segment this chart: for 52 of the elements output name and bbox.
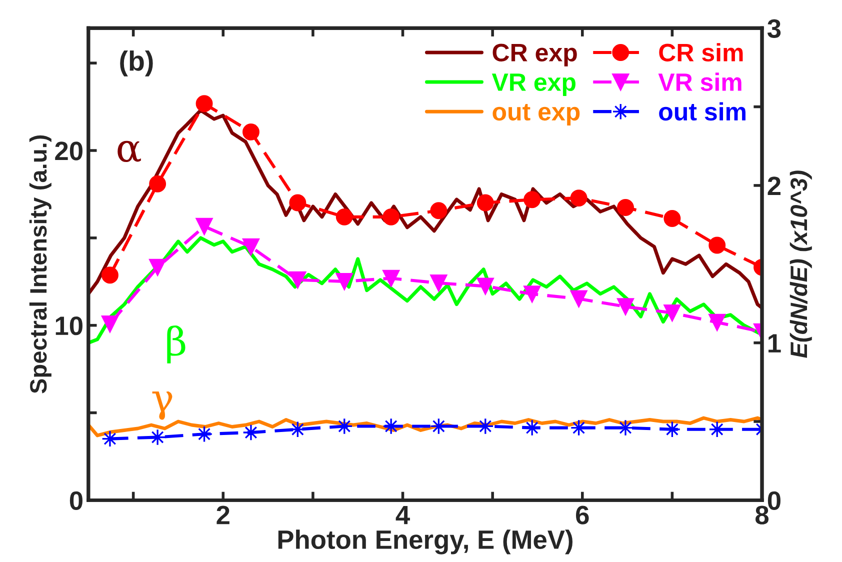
y2-tick-label: 0: [768, 491, 780, 510]
point: [476, 278, 494, 295]
annotation: β: [167, 325, 186, 364]
point: [430, 202, 448, 220]
y2-tick-label: 3: [767, 19, 781, 38]
x-tick-label: 2: [216, 506, 230, 524]
point: [664, 304, 681, 322]
point: [430, 274, 448, 292]
x-tick-label: 4: [396, 506, 410, 524]
point: [101, 266, 118, 284]
y-tick-label: 20: [55, 142, 82, 160]
point: [382, 208, 400, 226]
point: [242, 123, 260, 140]
point: [664, 210, 681, 227]
legend-label: out exp: [492, 104, 580, 126]
legend-label: VR exp: [492, 74, 576, 96]
point: [336, 272, 353, 290]
point: [570, 190, 588, 207]
y-axis-title: Spectral Intensity (a.u.): [29, 135, 52, 394]
point: [196, 218, 213, 235]
point: [289, 271, 306, 288]
point: [336, 208, 353, 226]
point: [149, 175, 166, 192]
y2-tick-label: 2: [768, 176, 780, 196]
point: [382, 270, 400, 287]
legend-label: VR sim: [658, 72, 742, 92]
x-axis-title: Photon Energy, E (MeV): [278, 530, 572, 554]
point: [524, 191, 541, 208]
point: [708, 314, 726, 331]
point: [242, 238, 260, 256]
point: [196, 95, 213, 112]
point: [476, 194, 494, 212]
point: [101, 315, 118, 332]
y-tick-label: 0: [70, 491, 82, 510]
legend-label: CR sim: [659, 43, 743, 62]
y-tick-label: 10: [56, 316, 82, 336]
x-tick-label: 6: [576, 506, 589, 524]
annotation: α: [118, 140, 141, 162]
legend-label: CR exp: [492, 44, 577, 66]
point: [570, 290, 588, 308]
y2-axis-title: E(dN/dE) (x10^3): [790, 170, 812, 358]
point: [617, 199, 634, 216]
point: [149, 258, 166, 276]
x-tick-label: 8: [756, 506, 769, 524]
point: [289, 194, 306, 212]
annotation: γ: [152, 391, 172, 420]
y2-tick-label: 1: [768, 334, 781, 352]
annotation: (b): [120, 50, 153, 76]
legend-label: out sim: [659, 102, 746, 121]
point: [524, 286, 541, 303]
point: [617, 298, 634, 316]
point: [708, 236, 726, 254]
